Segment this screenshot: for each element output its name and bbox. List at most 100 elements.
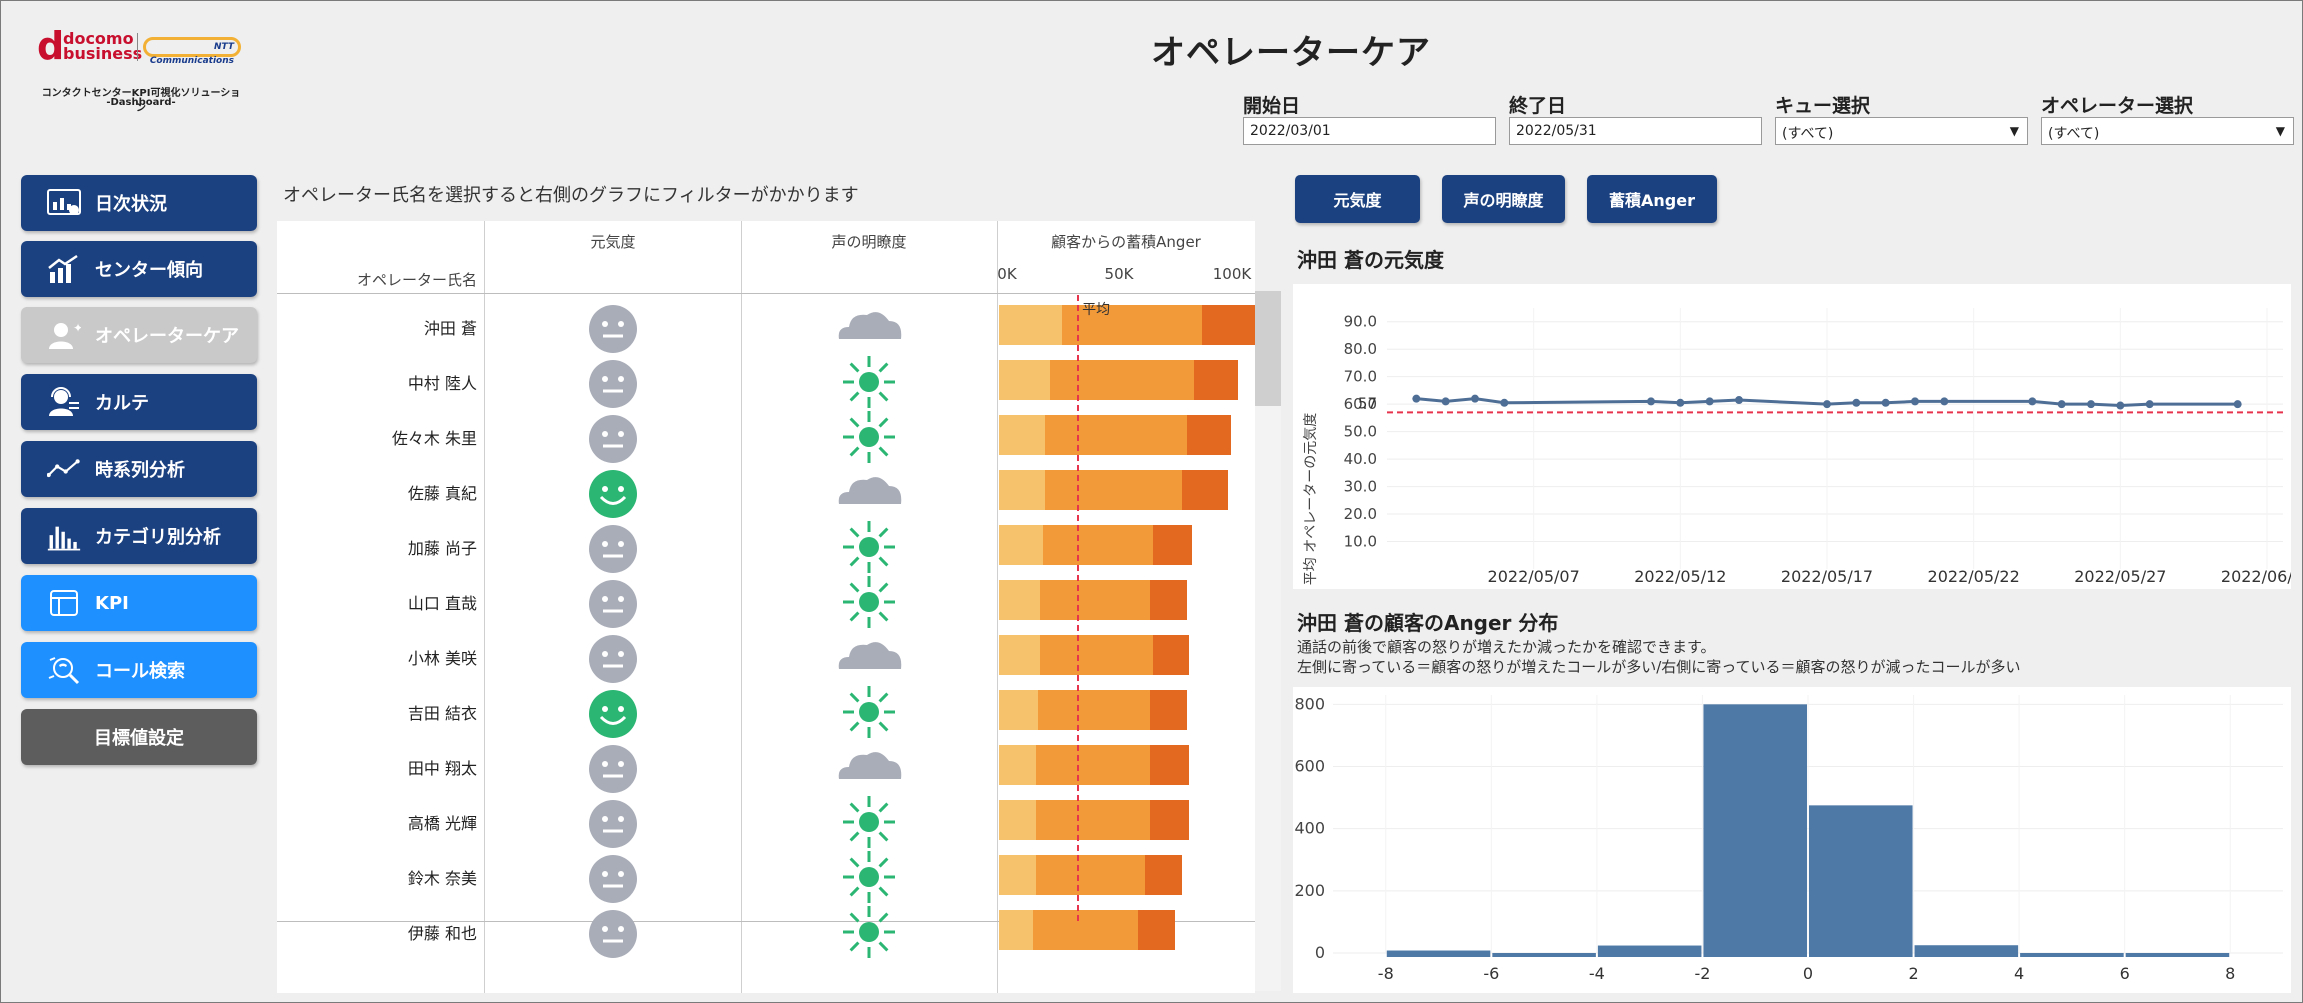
nav-call-search[interactable]: コール検索 bbox=[21, 642, 257, 698]
anger-bar-segment[interactable] bbox=[1035, 800, 1151, 840]
operator-name[interactable]: 吉田 結衣 bbox=[407, 704, 477, 723]
histogram-bar[interactable] bbox=[1809, 805, 1913, 957]
table-row[interactable]: 佐々木 朱里 bbox=[277, 409, 1255, 464]
genki-data-point[interactable] bbox=[1471, 394, 1479, 403]
anger-bar-segment[interactable] bbox=[1042, 525, 1153, 565]
genki-button[interactable]: 元気度 bbox=[1295, 175, 1420, 223]
anger-bar-segment[interactable] bbox=[1040, 580, 1151, 620]
anger-bar-segment[interactable] bbox=[999, 415, 1046, 455]
genki-data-point[interactable] bbox=[1647, 397, 1655, 406]
anger-bar-segment[interactable] bbox=[999, 855, 1036, 895]
anger-bar-segment[interactable] bbox=[999, 800, 1036, 840]
queue-select[interactable]: (すべて) ▼ bbox=[1775, 117, 2028, 145]
operator-name[interactable]: 佐々木 朱里 bbox=[391, 429, 477, 448]
genki-data-point[interactable] bbox=[2028, 397, 2037, 406]
genki-data-point[interactable] bbox=[1881, 398, 1890, 407]
operator-name[interactable]: 田中 翔太 bbox=[407, 759, 477, 778]
anger-bar-segment[interactable] bbox=[1045, 470, 1182, 510]
anger-bar-segment[interactable] bbox=[1152, 635, 1190, 675]
operator-name[interactable]: 加藤 尚子 bbox=[407, 539, 477, 558]
anger-bar-segment[interactable] bbox=[1045, 415, 1187, 455]
histogram-bar[interactable] bbox=[1597, 945, 1702, 957]
genki-data-point[interactable] bbox=[2116, 401, 2125, 410]
table-row[interactable]: 田中 翔太 bbox=[277, 739, 1255, 794]
anger-bar-segment[interactable] bbox=[999, 635, 1041, 675]
nav-target-settings[interactable]: 目標値設定 bbox=[21, 709, 257, 765]
genki-data-point[interactable] bbox=[1940, 397, 1949, 406]
genki-data-point[interactable] bbox=[1911, 397, 1919, 406]
table-row[interactable]: 佐藤 真紀 bbox=[277, 464, 1255, 519]
genki-data-point[interactable] bbox=[2057, 400, 2066, 409]
anger-bar-segment[interactable] bbox=[1062, 305, 1202, 345]
anger-bar-segment[interactable] bbox=[1040, 635, 1153, 675]
histogram-bar[interactable] bbox=[1386, 950, 1491, 957]
nav-operator-care[interactable]: ✦ オペレーターケア bbox=[21, 307, 257, 363]
operator-name[interactable]: 鈴木 奈美 bbox=[407, 869, 477, 888]
start-date-input[interactable]: 2022/03/01 bbox=[1243, 117, 1496, 145]
anger-bar-segment[interactable] bbox=[999, 525, 1043, 565]
anger-bar-segment[interactable] bbox=[1150, 580, 1187, 620]
genki-data-point[interactable] bbox=[2145, 400, 2154, 409]
histogram-bar[interactable] bbox=[1492, 953, 1596, 957]
genki-data-point[interactable] bbox=[1823, 400, 1831, 409]
genki-data-point[interactable] bbox=[1705, 397, 1714, 406]
anger-button[interactable]: 蓄積Anger bbox=[1587, 175, 1717, 223]
genki-data-point[interactable] bbox=[2087, 400, 2095, 409]
genki-data-point[interactable] bbox=[1500, 398, 1509, 407]
histogram-bar[interactable] bbox=[1914, 945, 2019, 957]
genki-data-point[interactable] bbox=[2233, 400, 2242, 409]
anger-bar-segment[interactable] bbox=[999, 360, 1051, 400]
genki-data-point[interactable] bbox=[1735, 396, 1743, 405]
anger-bar-segment[interactable] bbox=[1194, 360, 1239, 400]
table-row[interactable]: 中村 陸人 bbox=[277, 354, 1255, 409]
anger-bar-segment[interactable] bbox=[1038, 690, 1151, 730]
histogram-bar[interactable] bbox=[1703, 704, 1807, 957]
anger-bar-segment[interactable] bbox=[1050, 360, 1195, 400]
histogram-bar[interactable] bbox=[2020, 953, 2124, 957]
genki-data-point[interactable] bbox=[1852, 398, 1861, 407]
genki-data-point[interactable] bbox=[1676, 398, 1685, 407]
anger-bar-segment[interactable] bbox=[1186, 415, 1231, 455]
table-row[interactable]: 小林 美咲 bbox=[277, 629, 1255, 684]
table-row[interactable]: 沖田 蒼 bbox=[277, 299, 1255, 354]
anger-bar-segment[interactable] bbox=[999, 690, 1039, 730]
table-row[interactable]: 吉田 結衣 bbox=[277, 684, 1255, 739]
table-row[interactable]: 山口 直哉 bbox=[277, 574, 1255, 629]
anger-bar-segment[interactable] bbox=[999, 910, 1034, 950]
genki-data-point[interactable] bbox=[1412, 394, 1421, 403]
operator-name[interactable]: 小林 美咲 bbox=[407, 649, 477, 668]
anger-bar-segment[interactable] bbox=[1152, 525, 1192, 565]
anger-bar-segment[interactable] bbox=[1150, 800, 1190, 840]
anger-bar-segment[interactable] bbox=[999, 305, 1063, 345]
anger-bar-segment[interactable] bbox=[1150, 690, 1187, 730]
end-date-input[interactable]: 2022/05/31 bbox=[1509, 117, 1762, 145]
nav-daily-status[interactable]: 日次状況 bbox=[21, 175, 257, 231]
anger-bar-segment[interactable] bbox=[1182, 470, 1229, 510]
scrollbar-thumb[interactable] bbox=[1255, 291, 1281, 406]
operator-name[interactable]: 佐藤 真紀 bbox=[407, 484, 477, 503]
anger-bar-segment[interactable] bbox=[999, 580, 1041, 620]
anger-bar-segment[interactable] bbox=[1138, 910, 1175, 950]
nav-center-trend[interactable]: センター傾向 bbox=[21, 241, 257, 297]
operator-name[interactable]: 中村 陸人 bbox=[407, 374, 477, 393]
anger-bar-segment[interactable] bbox=[1145, 855, 1182, 895]
genki-data-point[interactable] bbox=[1441, 397, 1450, 406]
anger-bar-segment[interactable] bbox=[1033, 910, 1139, 950]
table-scrollbar[interactable] bbox=[1255, 291, 1281, 991]
operator-name[interactable]: 山口 直哉 bbox=[407, 594, 477, 613]
anger-bar-segment[interactable] bbox=[1150, 745, 1190, 785]
table-row[interactable]: 伊藤 和也 bbox=[277, 904, 1255, 959]
anger-bar-segment[interactable] bbox=[999, 470, 1046, 510]
operator-name[interactable]: 沖田 蒼 bbox=[423, 319, 477, 338]
nav-karte[interactable]: カルテ bbox=[21, 374, 257, 430]
histogram-bar[interactable] bbox=[2125, 953, 2230, 957]
operator-name[interactable]: 高橋 光輝 bbox=[407, 814, 477, 833]
anger-bar-segment[interactable] bbox=[1035, 855, 1146, 895]
anger-bar-segment[interactable] bbox=[999, 745, 1036, 785]
nav-kpi[interactable]: KPI bbox=[21, 575, 257, 631]
operator-name[interactable]: 伊藤 和也 bbox=[407, 924, 477, 943]
anger-bar-segment[interactable] bbox=[1035, 745, 1151, 785]
anger-bar-segment[interactable] bbox=[1201, 305, 1255, 345]
nav-time-series[interactable]: 時系列分析 bbox=[21, 441, 257, 497]
clarity-button[interactable]: 声の明瞭度 bbox=[1442, 175, 1565, 223]
